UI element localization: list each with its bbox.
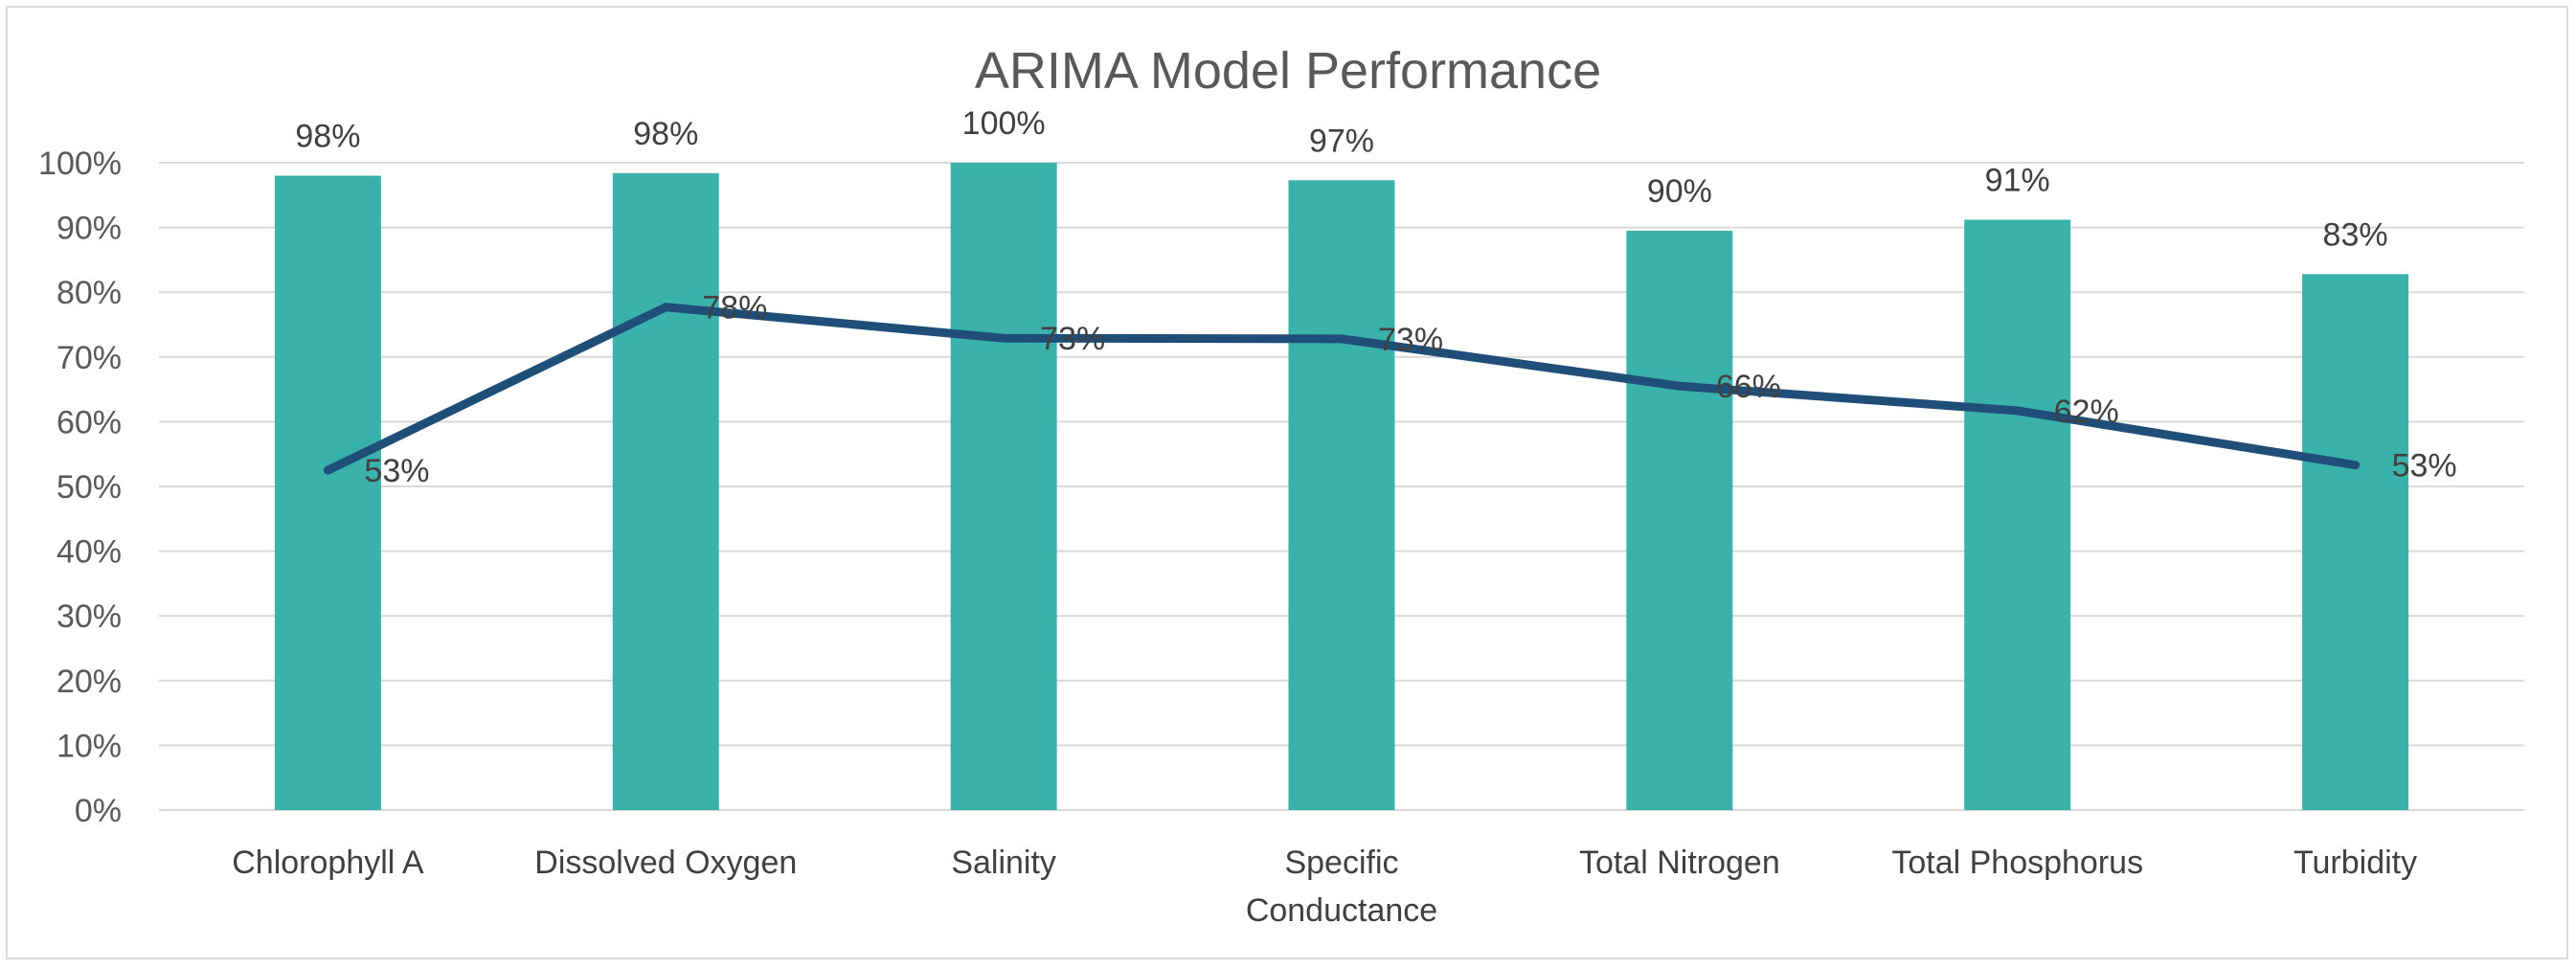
x-category-label: Total Nitrogen: [1579, 845, 1780, 881]
x-category-label: Conductance: [1246, 892, 1437, 929]
line-point: [1675, 381, 1684, 391]
line-series: [323, 303, 2361, 475]
x-category-label: Chlorophyll A: [232, 845, 424, 881]
bar-data-label: 83%: [2323, 216, 2388, 253]
bar-data-label: 90%: [1647, 173, 1712, 210]
line-data-label: 53%: [2392, 448, 2457, 484]
bar: [274, 175, 381, 810]
bar-data-labels: 98% 98% 100% 97% 90% 91% 83%: [295, 105, 2387, 253]
bar: [1626, 230, 1733, 811]
line-point: [661, 303, 670, 312]
bar: [950, 163, 1057, 810]
y-tick-label: 60%: [56, 404, 122, 440]
y-tick-label: 50%: [56, 469, 122, 506]
y-tick-label: 0%: [75, 793, 122, 829]
bar: [612, 172, 719, 811]
line-data-label: 73%: [1040, 321, 1105, 357]
y-tick-label: 70%: [56, 340, 122, 376]
y-tick-label: 20%: [56, 664, 122, 700]
bar-series: [274, 163, 2409, 811]
x-category-label: Total Phosphorus: [1891, 845, 2143, 881]
bar-data-label: 98%: [295, 119, 360, 155]
bar: [1964, 219, 2071, 810]
bar-data-label: 98%: [633, 116, 698, 152]
y-axis-ticks: 0% 10% 20% 30% 40% 50% 60% 70% 80% 90% 100%: [38, 146, 122, 829]
line-data-label: 62%: [2054, 394, 2119, 430]
line-point: [323, 465, 332, 475]
bar-data-label: 91%: [1985, 162, 2050, 198]
line-data-label: 53%: [364, 453, 429, 489]
x-category-label: Dissolved Oxygen: [534, 845, 797, 881]
bar-data-label: 97%: [1309, 123, 1374, 159]
line-data-label: 73%: [1378, 322, 1443, 358]
y-tick-label: 30%: [56, 598, 122, 635]
bar: [2302, 274, 2409, 811]
y-tick-label: 10%: [56, 728, 122, 764]
line-point: [2013, 406, 2022, 416]
x-axis-categories: Chlorophyll A Dissolved Oxygen Salinity Spe…: [232, 845, 2417, 929]
line-data-labels: 53% 78% 73% 73% 66% 62% 53%: [364, 290, 2456, 489]
line-data-label: 78%: [702, 290, 767, 327]
y-tick-label: 80%: [56, 275, 122, 311]
line-point: [1337, 334, 1346, 344]
x-category-label: Salinity: [951, 845, 1056, 881]
line-point: [999, 333, 1008, 343]
bar: [1288, 180, 1395, 810]
x-category-label: Specific: [1284, 845, 1398, 881]
line-point: [2351, 461, 2361, 470]
y-tick-label: 40%: [56, 534, 122, 571]
bar-data-label: 100%: [962, 105, 1046, 142]
x-category-label: Turbidity: [2294, 845, 2417, 881]
y-tick-label: 100%: [38, 146, 122, 182]
chart-title: ARIMA Model Performance: [975, 42, 1601, 100]
y-tick-label: 90%: [56, 211, 122, 247]
line-data-label: 66%: [1716, 369, 1781, 405]
chart-frame: [6, 6, 2568, 959]
